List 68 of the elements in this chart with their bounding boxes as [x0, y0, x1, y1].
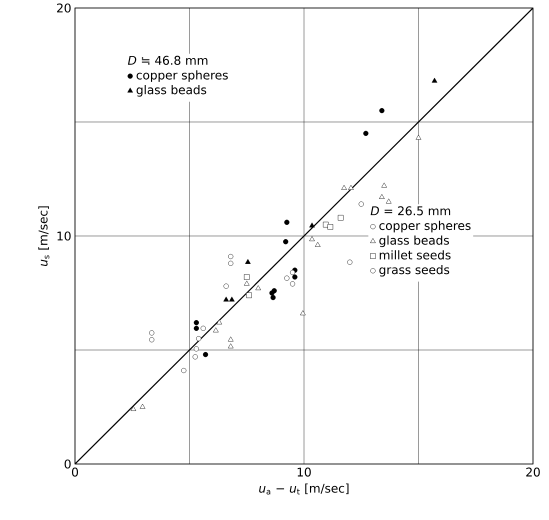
point — [202, 352, 208, 358]
point — [348, 184, 354, 190]
legend-label: grass seeds — [379, 264, 450, 277]
point — [379, 108, 384, 114]
point — [216, 319, 222, 324]
point — [338, 214, 344, 221]
point — [246, 292, 252, 298]
point — [228, 260, 234, 266]
point — [379, 194, 385, 199]
point — [244, 280, 250, 286]
point — [284, 276, 290, 281]
point — [130, 406, 136, 411]
point — [213, 327, 219, 332]
point — [272, 288, 277, 294]
x-axis-title: u$_{a}$ − u$_{t}$ [m/sec] — [259, 483, 349, 494]
point — [309, 222, 315, 228]
point — [270, 294, 276, 300]
point — [228, 336, 234, 342]
point — [341, 184, 347, 190]
point — [292, 274, 298, 280]
point — [149, 337, 154, 342]
point — [194, 320, 199, 326]
point — [358, 201, 364, 207]
point — [149, 330, 154, 336]
point — [309, 236, 315, 242]
point — [255, 285, 261, 290]
annotation: D ≒ 46.8 mm — [128, 56, 208, 65]
point — [194, 326, 199, 331]
point — [347, 260, 352, 265]
x-tick-label: 20 — [526, 468, 540, 477]
x-tick-label: 0 — [72, 468, 78, 477]
legend-label: millet seeds — [380, 250, 451, 260]
point — [194, 346, 199, 352]
point — [432, 78, 438, 83]
y-tick-label: 20 — [57, 3, 71, 13]
legend-label: copper spheres — [379, 220, 471, 232]
point — [223, 296, 229, 302]
point — [229, 296, 235, 302]
point — [386, 198, 392, 204]
legend-label: glass beads — [136, 85, 206, 97]
y-tick-label: 10 — [58, 231, 71, 241]
point — [290, 281, 296, 286]
point — [196, 336, 202, 342]
y-axis-title: u$_{s}$ [m/sec] — [38, 206, 50, 266]
point — [300, 310, 306, 316]
point — [140, 404, 146, 409]
legend-label: copper spheres — [136, 70, 228, 82]
y-tick-label: 0 — [64, 459, 71, 469]
annotation: D = 26.5 mm — [370, 206, 450, 216]
point — [322, 222, 329, 228]
point — [290, 270, 296, 276]
point — [284, 220, 290, 225]
point — [328, 224, 334, 230]
point — [381, 182, 387, 188]
point — [228, 343, 234, 348]
point — [283, 239, 288, 244]
point — [200, 326, 206, 331]
point — [244, 274, 250, 280]
point — [192, 354, 198, 360]
point — [314, 242, 321, 247]
point — [181, 368, 186, 374]
point — [416, 134, 422, 140]
legend-label: glass beads — [379, 236, 449, 248]
point — [228, 254, 234, 260]
x-tick-label: 10 — [298, 468, 311, 477]
point — [224, 284, 229, 289]
point — [363, 130, 368, 136]
point — [245, 259, 251, 264]
